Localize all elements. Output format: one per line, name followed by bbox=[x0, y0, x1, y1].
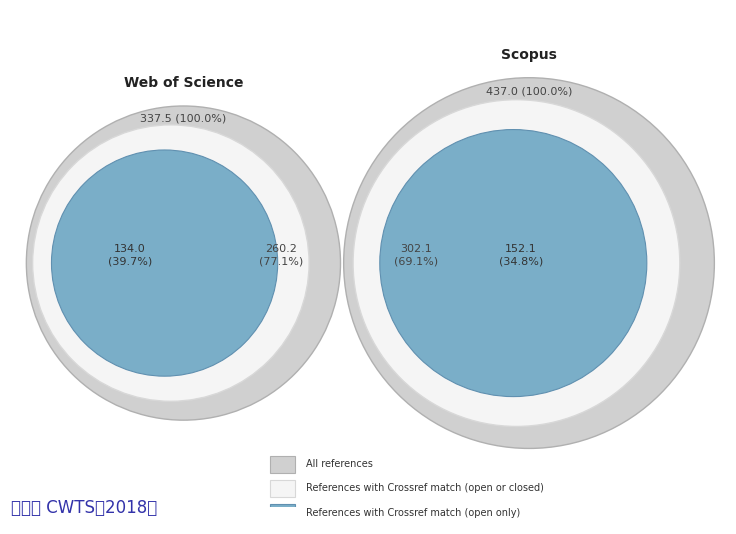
Circle shape bbox=[380, 130, 647, 397]
Text: 302.1
(69.1%): 302.1 (69.1%) bbox=[394, 245, 438, 266]
Text: 152.1
(34.8%): 152.1 (34.8%) bbox=[499, 245, 543, 266]
Circle shape bbox=[26, 106, 341, 420]
Text: 출첸： CWTS（2018）: 출첸： CWTS（2018） bbox=[10, 499, 157, 517]
Circle shape bbox=[344, 78, 715, 449]
Circle shape bbox=[52, 150, 277, 376]
Text: Scopus: Scopus bbox=[501, 48, 557, 62]
Text: References with Crossref match (open or closed): References with Crossref match (open or … bbox=[306, 483, 544, 493]
Circle shape bbox=[32, 125, 309, 402]
Circle shape bbox=[353, 100, 680, 427]
Text: 337.5 (100.0%): 337.5 (100.0%) bbox=[141, 114, 227, 123]
Text: 437.0 (100.0%): 437.0 (100.0%) bbox=[486, 87, 572, 97]
Text: 134.0
(39.7%): 134.0 (39.7%) bbox=[108, 245, 152, 266]
Text: Web of Science: Web of Science bbox=[124, 76, 243, 90]
Text: References with Crossref match (open only): References with Crossref match (open onl… bbox=[306, 508, 520, 518]
Bar bbox=[270, 480, 295, 497]
Text: 260.2
(77.1%): 260.2 (77.1%) bbox=[258, 245, 303, 266]
Bar bbox=[270, 456, 295, 473]
Text: All references: All references bbox=[306, 459, 373, 469]
Bar bbox=[270, 504, 295, 522]
